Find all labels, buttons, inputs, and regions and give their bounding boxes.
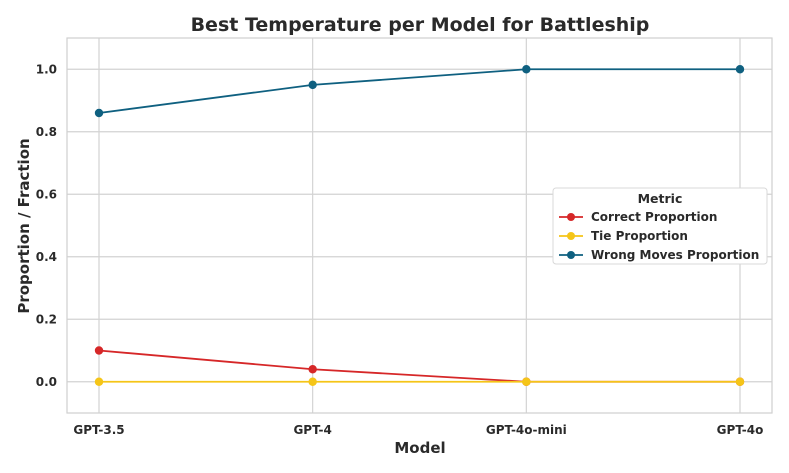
x-axis-label: Model <box>394 439 445 457</box>
x-tick-labels: GPT-3.5 GPT-4 GPT-4o-mini GPT-4o <box>73 423 763 437</box>
series-line <box>98 349 740 383</box>
legend-title: Metric <box>638 191 683 206</box>
x-tick-label: GPT-4o-mini <box>486 423 567 437</box>
y-tick-label: 0.6 <box>36 187 57 201</box>
legend-marker <box>567 232 575 240</box>
chart-title: Best Temperature per Model for Battleshi… <box>191 14 650 36</box>
data-point <box>308 80 317 90</box>
y-tick-label: 0.2 <box>36 312 57 326</box>
x-tick-label: GPT-4o <box>717 423 764 437</box>
data-point <box>94 377 104 386</box>
legend-items: Correct Proportion Tie Proportion Wrong Mo… <box>559 210 759 262</box>
series-lines <box>94 65 745 386</box>
grid-lines <box>67 38 772 413</box>
data-point <box>735 65 745 74</box>
legend: Metric Correct Proportion Tie Proportion W… <box>552 187 768 265</box>
series-line <box>98 68 740 114</box>
legend-label: Tie Proportion <box>591 229 688 243</box>
data-point <box>308 365 317 374</box>
y-tick-label: 0.0 <box>36 375 57 389</box>
data-point <box>522 65 531 74</box>
x-tick-label: GPT-4 <box>293 423 331 437</box>
x-tick-label: GPT-3.5 <box>73 423 124 437</box>
y-tick-label: 1.0 <box>36 62 57 76</box>
y-tick-labels: 0.0 0.2 0.4 0.6 0.8 1.0 <box>36 62 57 389</box>
legend-label: Wrong Moves Proportion <box>591 248 759 262</box>
legend-label: Correct Proportion <box>591 210 717 224</box>
legend-box <box>552 187 768 265</box>
y-tick-label: 0.4 <box>36 250 57 264</box>
data-point <box>308 377 317 386</box>
data-point <box>94 108 104 118</box>
legend-marker <box>567 213 575 221</box>
plot-frame <box>66 37 773 414</box>
y-axis-label: Proportion / Fraction <box>15 138 33 313</box>
legend-marker <box>567 251 575 259</box>
data-point <box>735 377 745 386</box>
y-tick-label: 0.8 <box>36 125 57 139</box>
data-point <box>94 346 104 355</box>
data-point <box>522 377 531 386</box>
